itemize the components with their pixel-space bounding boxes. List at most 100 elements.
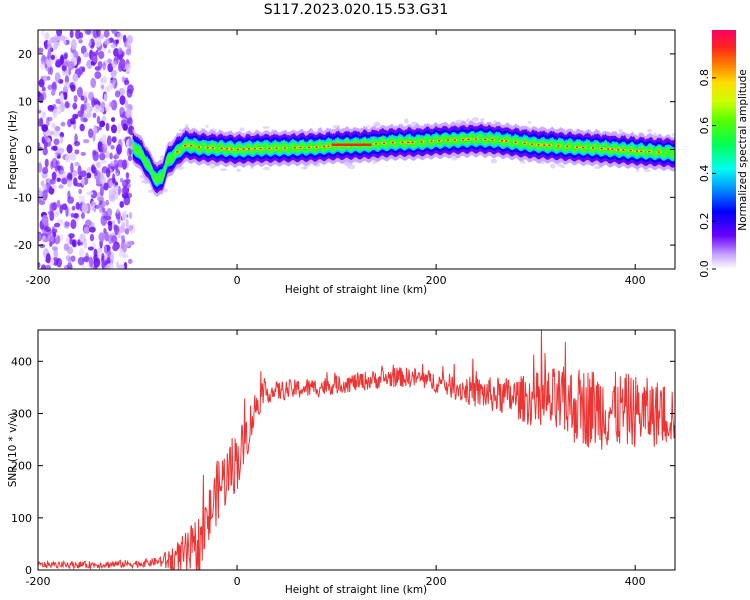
spectrogram-noise-speck: [122, 123, 128, 131]
spectrogram-noise-speck: [103, 182, 109, 191]
colorbar-tick-label: 0.4: [698, 165, 711, 183]
spectrogram-noise-speck: [81, 203, 89, 213]
spectrogram-noise-speck: [69, 30, 74, 39]
spectrogram-noise-speck: [84, 30, 92, 35]
spectrogram-noise-speck: [125, 178, 131, 184]
spectrogram-noise-speck: [68, 256, 72, 267]
spectrogram-track-peak-core: [606, 148, 610, 150]
spectrogram-noise-speck: [82, 139, 90, 144]
spectrogram-track-peak-core: [600, 147, 604, 150]
spectrogram-track-peak-core: [253, 147, 257, 150]
spectrogram-noise-speck: [86, 61, 92, 69]
snr-x-ticks: -200 0 200 400: [26, 330, 646, 588]
spectrogram-noise-speck: [103, 30, 110, 38]
spectrogram-noise-speck: [101, 134, 107, 145]
spectrogram-noise-speck: [86, 172, 92, 179]
spectrogram-noise-speck: [92, 30, 99, 39]
spectrogram-noise-speck: [79, 123, 85, 132]
spectrogram-noise-speck: [47, 105, 55, 112]
spectrogram-noise-speck: [98, 50, 105, 60]
spectrogram-noise-speck: [47, 49, 52, 58]
spectrogram-noise-speck: [92, 55, 98, 63]
spectrogram-noise-speck: [41, 30, 45, 37]
spectrogram-noise-speck: [126, 39, 131, 50]
snr-x-tick-label: 0: [234, 575, 241, 588]
spectrogram-noise-speck: [100, 159, 107, 164]
spectrogram-noise-speck: [127, 84, 134, 94]
spectrogram-halo-speck: [647, 129, 652, 133]
spectrogram-noise-speck: [84, 91, 88, 97]
spectrogram-noise-speck: [38, 146, 43, 152]
spectrogram-x-ticks: -200 0 200 400: [26, 30, 646, 287]
spectrogram-halo-speck: [347, 163, 356, 170]
spectrogram-halo-speck: [205, 124, 209, 128]
snr-x-tick-label: 200: [426, 575, 447, 588]
spectrogram-noise-speck: [109, 152, 113, 160]
spectrogram-x-tick-label: 200: [426, 274, 447, 287]
spectrogram-noise-speck: [56, 105, 62, 116]
spectrogram-track-peak-core: [575, 146, 579, 149]
spectrogram-noise-speck: [56, 30, 63, 37]
spectrogram-track-peak-core: [175, 150, 179, 153]
spectrogram-track-peak-core: [437, 139, 441, 142]
spectrogram-noise-speck: [54, 125, 61, 132]
spectrogram-noise-speck: [76, 86, 83, 98]
spectrogram-noise-speck: [98, 200, 103, 206]
spectrogram-noise-speck: [102, 143, 108, 149]
spectrogram-x-tick-label: 400: [625, 274, 646, 287]
spectrogram-noise-speck: [63, 39, 67, 45]
colorbar-tick-label: 0.2: [698, 212, 711, 230]
spectrogram-track-peak-core: [411, 141, 414, 144]
spectrogram-noise-speck: [53, 35, 60, 42]
spectrogram-noise-speck: [113, 184, 120, 192]
spectrogram-noise-speck: [63, 53, 68, 60]
spectrogram-noise-speck: [128, 258, 133, 264]
spectrogram-track-peak-core: [236, 148, 240, 151]
spectrogram-noise-speck: [68, 233, 75, 239]
spectrogram-track-peak-core: [591, 147, 595, 149]
spectrogram-track-peak-core: [504, 140, 508, 143]
spectrogram-noise-speck: [54, 148, 58, 159]
spectrogram-noise-speck: [93, 124, 97, 136]
spectrogram-noise-speck: [104, 231, 109, 242]
spectrogram-track-peak-core: [542, 144, 546, 147]
snr-y-tick-label: 400: [11, 355, 32, 368]
snr-y-tick-label: 300: [11, 407, 32, 420]
spectrogram-noise-speck: [119, 177, 124, 183]
spectrogram-noise-speck: [83, 52, 90, 58]
spectrogram-track-peak-core: [461, 138, 465, 141]
spectrogram-noise-speck: [80, 195, 86, 205]
spectrogram-track-peak-core: [382, 142, 386, 145]
spectrogram-noise-speck: [91, 163, 96, 175]
spectrogram-noise-speck: [78, 175, 83, 180]
spectrogram-noise-speck: [42, 225, 49, 231]
spectrogram-halo-speck: [239, 127, 245, 132]
spectrogram-noise-speck: [47, 84, 53, 91]
spectrogram-noise-speck: [60, 121, 66, 127]
spectrogram-noise-speck: [39, 117, 44, 127]
spectrogram-track-peak-core: [639, 150, 643, 153]
spectrogram-noise-speck: [86, 191, 94, 196]
spectrogram-noise-speck: [38, 162, 43, 173]
spectrogram-track: [132, 120, 675, 198]
spectrogram-halo-speck: [366, 124, 370, 128]
spectrogram-noise-speck: [45, 181, 52, 193]
spectrogram-noise-speck: [38, 142, 41, 147]
spectrogram-track-peak-core: [374, 142, 378, 145]
spectrogram-noise-speck: [59, 136, 64, 144]
spectrogram-noise-speck: [45, 253, 51, 264]
spectrogram-noise-speck: [115, 39, 119, 44]
spectrogram-noise-speck: [51, 82, 57, 90]
spectrogram-noise-speck: [55, 60, 62, 68]
spectrogram-noise-speck: [56, 164, 62, 171]
spectrogram-noise-speck: [38, 106, 42, 111]
spectrogram-halo-speck: [373, 121, 381, 127]
spectrogram-y-ticks: -20 -10 0 10 20: [14, 48, 675, 252]
spectrogram-noise-speck: [63, 264, 71, 269]
spectrogram-noise-speck: [65, 206, 69, 218]
spectrogram-y-tick-label: -10: [14, 191, 32, 204]
spectrogram-halo-speck: [209, 164, 216, 169]
snr-frame: [37, 329, 676, 571]
spectrogram-noise-speck: [69, 236, 73, 245]
